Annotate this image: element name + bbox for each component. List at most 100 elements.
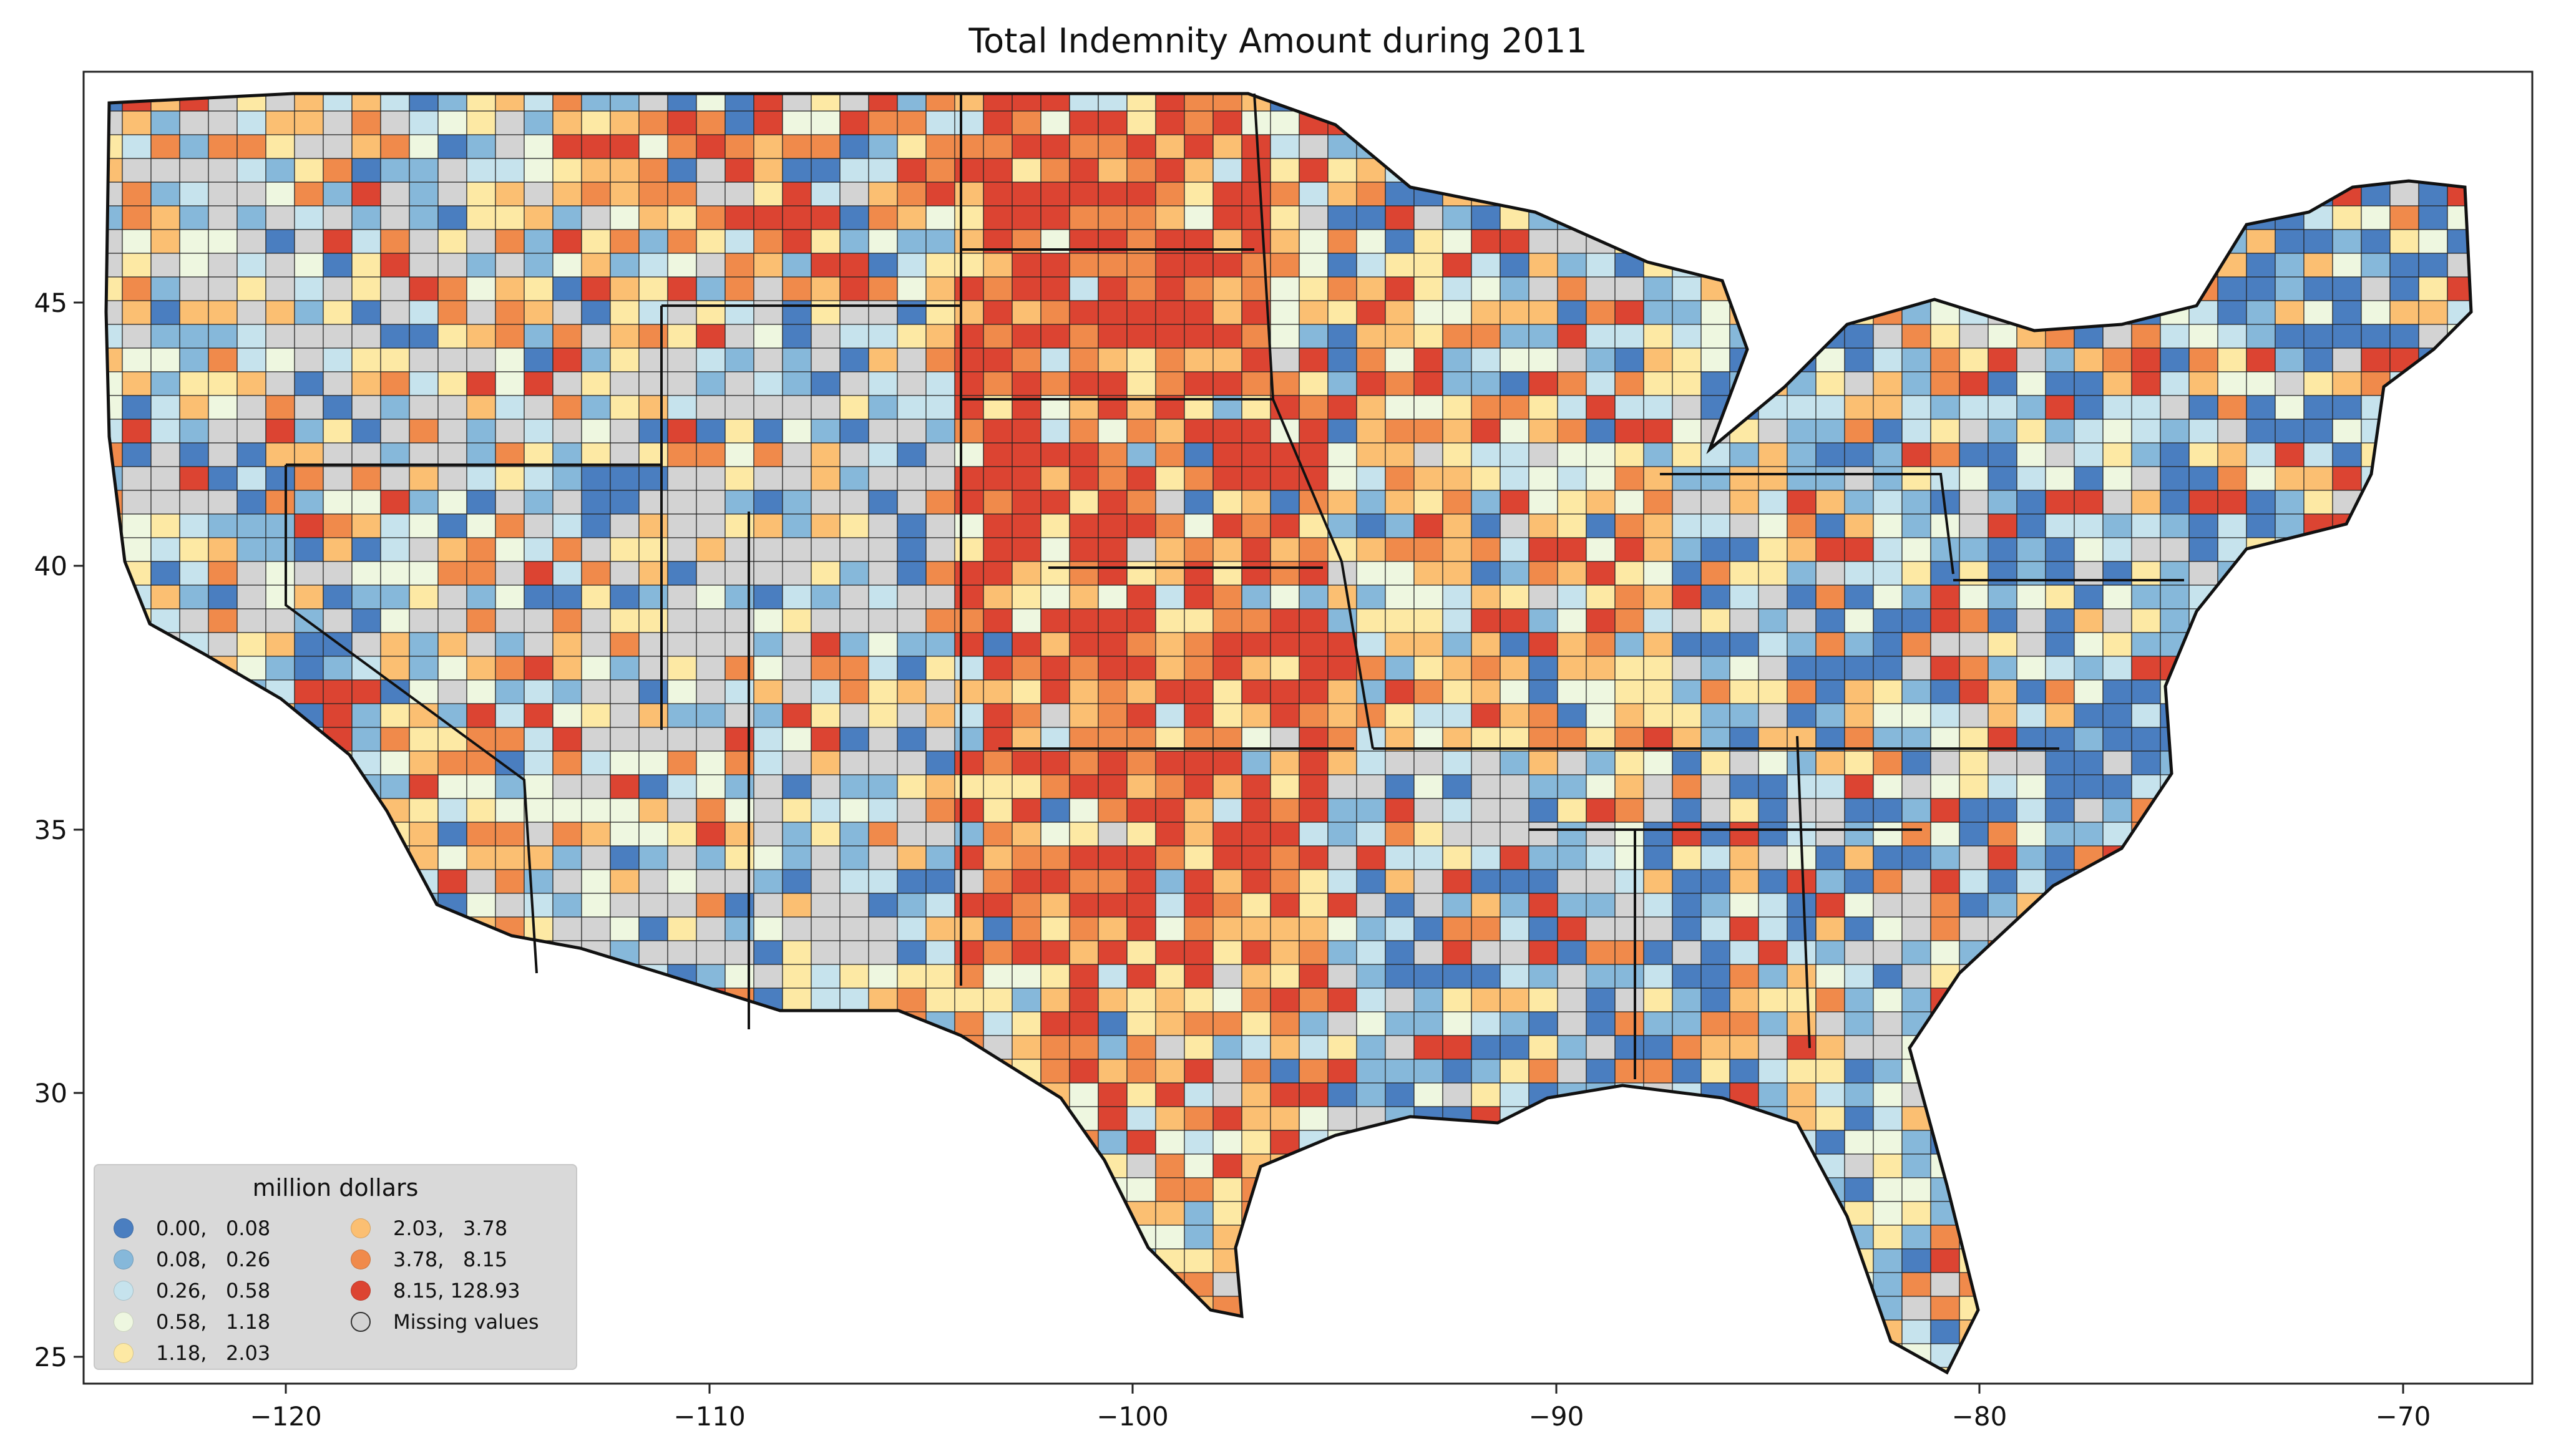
county-cell [1844,988,1874,1012]
county-cell [1844,632,1874,657]
county-cell [1212,300,1242,325]
county-cell [1212,1106,1242,1131]
county-cell [983,822,1013,847]
county-cell [1212,585,1242,609]
county-cell [1815,442,1845,467]
county-cell [351,513,381,538]
county-cell [1126,371,1156,396]
county-cell [954,869,984,894]
county-cell [1586,988,1616,1012]
county-cell [294,229,324,254]
county-cell [1413,608,1443,633]
county-cell [351,110,381,135]
county-cell [2332,419,2362,444]
county-cell [1413,750,1443,775]
county-cell [351,608,381,633]
county-cell [1528,229,1558,254]
county-cell [2332,253,2362,278]
county-cell [1212,798,1242,823]
county-cell [1442,703,1472,728]
county-cell [1442,347,1472,372]
county-cell [868,608,898,633]
county-cell [1643,347,1673,372]
legend-label: 1.18, 2.03 [156,1341,271,1365]
county-cell [437,110,467,135]
county-cell [724,205,754,230]
county-cell [1586,347,1616,372]
county-cell [1012,537,1041,562]
county-cell [1126,750,1156,775]
county-cell [1069,703,1099,728]
county-cell [811,537,841,562]
county-cell [237,632,266,657]
x-tick-label: −90 [1529,1401,1584,1432]
county-cell [782,205,812,230]
county-cell [1356,537,1386,562]
county-cell [2332,300,2362,325]
county-cell [495,110,525,135]
county-cell [1557,632,1587,657]
county-cell [1528,656,1558,681]
county-cell [1557,964,1587,989]
county-cell [1442,632,1472,657]
county-cell [1930,1272,1960,1297]
county-cell [495,276,525,301]
county-cell [1126,1130,1156,1155]
county-cell [753,679,783,704]
county-cell [2188,442,2218,467]
county-cell [1643,276,1673,301]
county-cell [1040,537,1070,562]
county-cell [237,158,266,183]
county-cell [1471,395,1501,420]
county-cell [610,253,640,278]
county-cell [610,490,640,515]
county-cell [1270,182,1300,206]
county-cell [552,229,582,254]
county-cell [581,253,611,278]
county-cell [2131,703,2161,728]
county-cell [2102,537,2132,562]
county-cell [581,537,611,562]
county-cell [351,679,381,704]
county-cell [1672,703,1702,728]
county-cell [237,442,266,467]
county-cell [1126,1011,1156,1036]
county-cell [2389,229,2419,254]
county-cell [1586,608,1616,633]
county-cell [1500,442,1529,467]
county-cell [1614,750,1644,775]
county-cell [1815,940,1845,965]
county-cell [1184,1011,1214,1036]
county-cell [638,300,668,325]
county-cell [1988,442,2017,467]
county-cell [839,703,869,728]
county-cell [466,110,496,135]
county-cell [1040,205,1070,230]
county-cell [2217,371,2247,396]
county-cell [2102,324,2132,349]
county-cell [1959,513,1989,538]
county-cell [1327,1011,1357,1036]
county-cell [724,442,754,467]
county-cell [179,561,209,586]
county-cell [610,229,640,254]
county-cell [1672,324,1702,349]
county-cell [1299,158,1329,183]
county-cell [1500,1059,1529,1084]
county-cell [437,774,467,799]
county-cell [753,347,783,372]
county-cell [1356,300,1386,325]
county-cell [1844,1130,1874,1155]
county-cell [954,632,984,657]
county-cell [1069,1059,1099,1084]
county-cell [1327,822,1357,847]
county-cell [811,182,841,206]
county-cell [495,442,525,467]
county-cell [696,940,726,965]
county-cell [1212,916,1242,941]
county-cell [1098,656,1128,681]
county-cell [897,988,927,1012]
county-cell [1126,561,1156,586]
county-cell [868,656,898,681]
county-cell [868,395,898,420]
